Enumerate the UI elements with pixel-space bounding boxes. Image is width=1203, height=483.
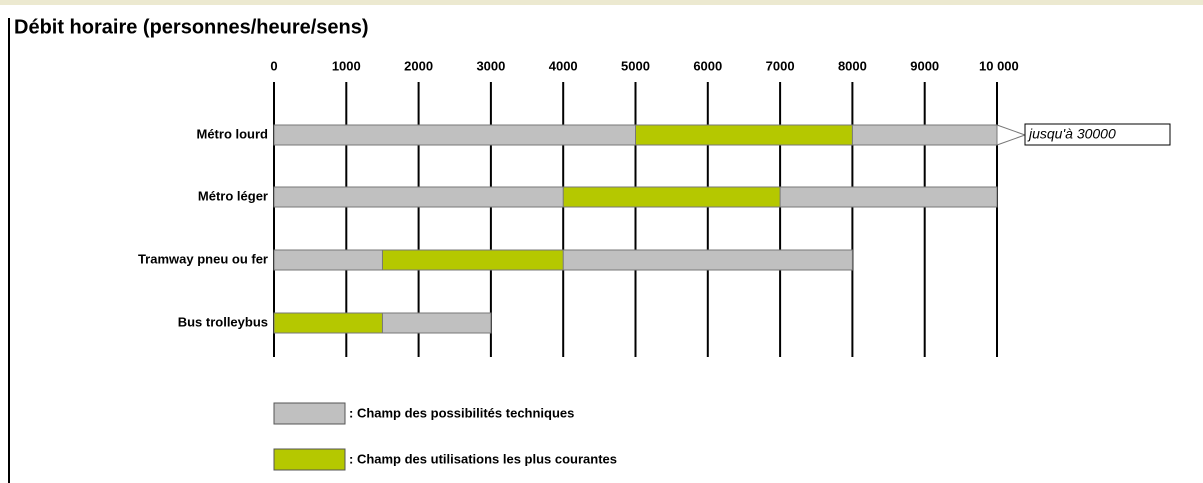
x-tick-label: 1000	[332, 58, 361, 73]
chart-title: Débit horaire (personnes/heure/sens)	[14, 16, 369, 38]
x-tick-label: 0	[270, 58, 277, 73]
category-label: Tramway pneu ou fer	[138, 251, 268, 266]
annotation: jusqu'à 30000	[1027, 126, 1116, 142]
category-label: Bus trolleybus	[178, 314, 268, 329]
annotation-arrow	[996, 124, 1027, 146]
annotation-box	[1024, 123, 1171, 146]
x-tick-label: 7000	[766, 58, 795, 73]
x-tick-label: 8000	[838, 58, 867, 73]
top-border	[0, 0, 1203, 5]
x-tick-label: 9000	[910, 58, 939, 73]
legend-swatch	[273, 448, 346, 471]
legend-swatch	[273, 402, 346, 425]
legend-label: : Champ des utilisations les plus couran…	[349, 451, 617, 466]
x-tick-label: 6000	[693, 58, 722, 73]
range-bar	[273, 312, 383, 334]
range-bar	[381, 249, 564, 271]
x-tick-label: 4000	[549, 58, 578, 73]
category-label: Métro lourd	[197, 126, 269, 141]
category-label: Métro léger	[198, 188, 268, 203]
legend-label: : Champ des possibilités techniques	[349, 405, 574, 420]
x-tick-label: 10 000	[979, 58, 1019, 73]
range-bar	[562, 186, 781, 208]
range-bar	[635, 124, 853, 146]
x-tick-label: 2000	[404, 58, 433, 73]
x-tick-label: 5000	[621, 58, 650, 73]
x-tick-label: 3000	[476, 58, 505, 73]
